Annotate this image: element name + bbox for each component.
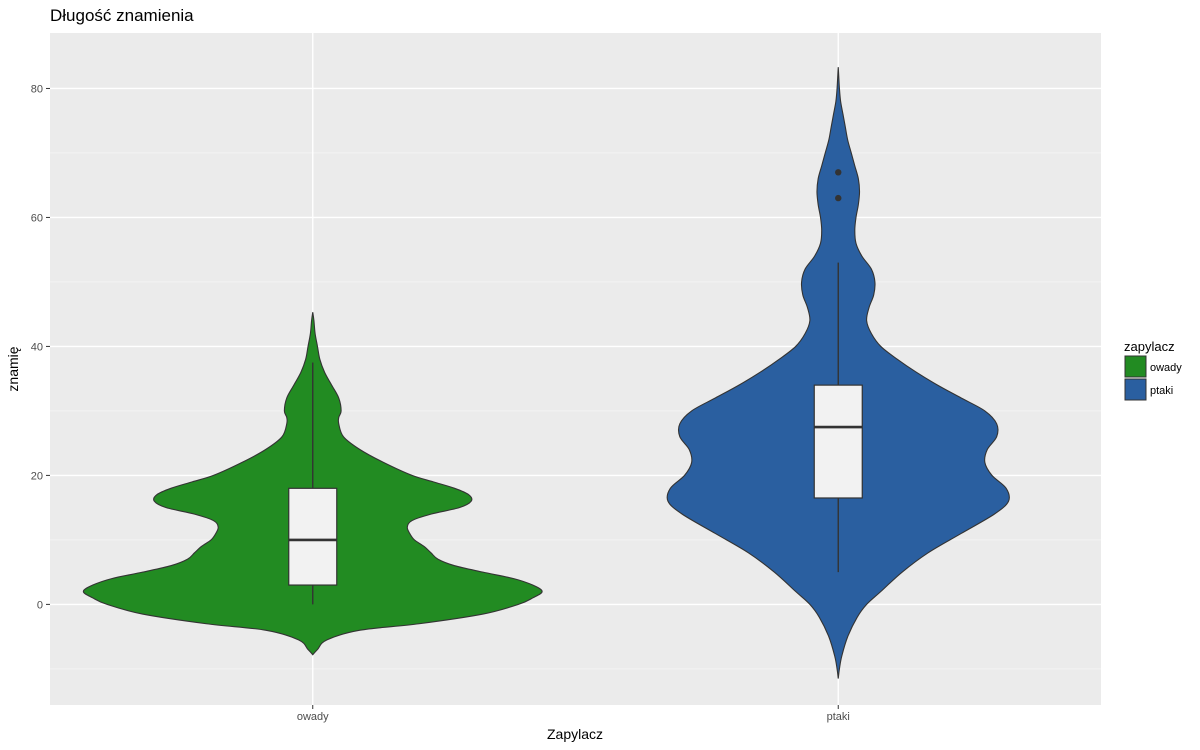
legend-key-ptaki (1124, 378, 1147, 401)
y-tick-label: 20 (31, 470, 43, 482)
box-iqr (288, 487, 338, 586)
y-tick-label: 0 (37, 599, 43, 611)
x-axis: owady ptaki (297, 705, 850, 723)
violins (82, 67, 1010, 679)
x-tick-label: owady (297, 711, 329, 723)
chart-title: Długość znamienia (50, 6, 194, 25)
y-tick-label: 40 (31, 341, 43, 353)
y-axis-title: znamię (5, 346, 21, 391)
violin-owady (82, 312, 543, 656)
violin-ptaki (666, 67, 1010, 679)
legend-label-owady: owady (1150, 362, 1182, 374)
y-tick-label: 60 (31, 212, 43, 224)
legend-key-owady (1124, 355, 1147, 378)
box-iqr (813, 384, 863, 499)
legend: zapylacz owady ptaki (1124, 339, 1182, 401)
x-axis-title: Zapylacz (547, 726, 603, 742)
outlier-point (835, 169, 842, 176)
x-tick-label: ptaki (827, 711, 850, 723)
outlier-point (835, 194, 842, 202)
legend-label-ptaki: ptaki (1150, 385, 1173, 397)
y-axis: 0 20 40 60 80 (31, 83, 50, 611)
legend-title: zapylacz (1124, 339, 1175, 354)
y-tick-label: 80 (31, 83, 43, 95)
